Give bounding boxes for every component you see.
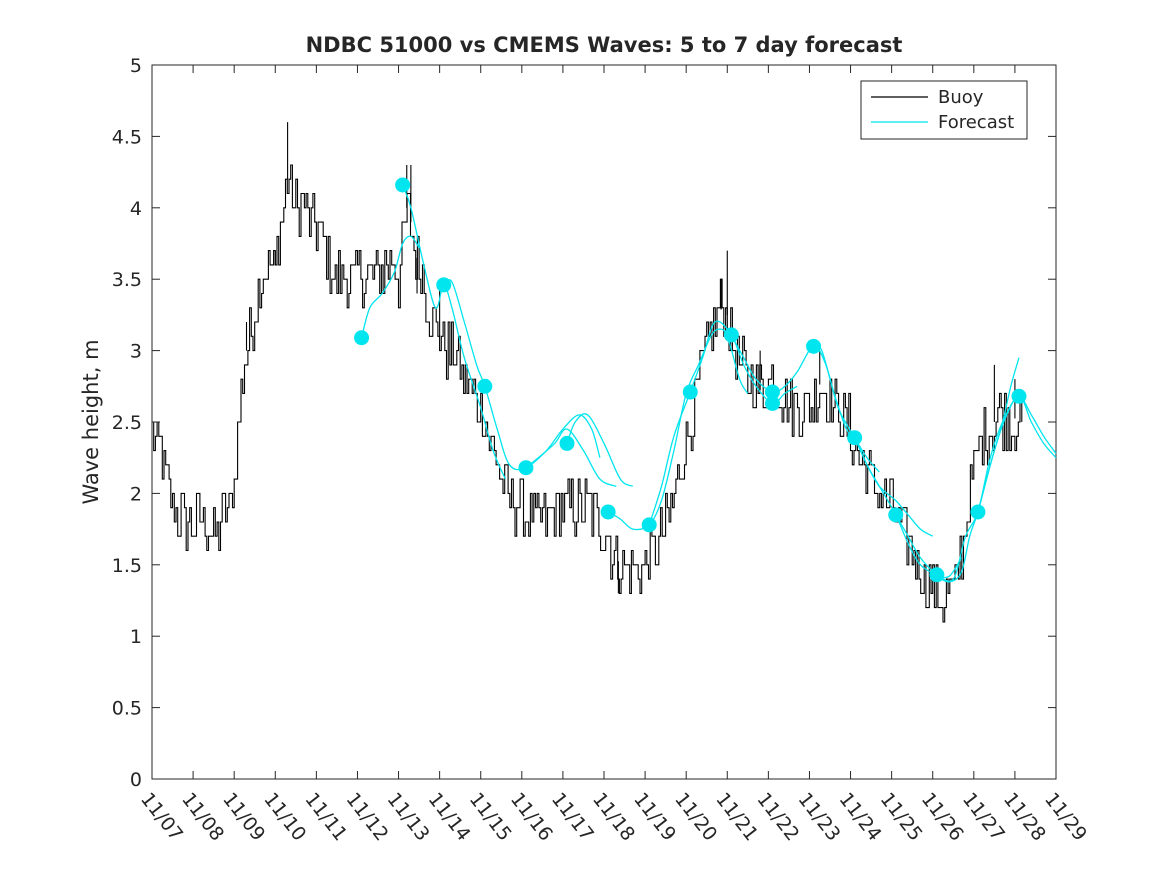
x-tick-label: 11/13 [383,789,434,846]
forecast-marker [1011,388,1027,404]
x-tick-label: 11/25 [876,789,927,846]
y-tick-label: 3 [130,341,142,363]
y-axis-label: Wave height, m [79,339,103,504]
x-tick-labels: 11/0711/0811/0911/1011/1111/1211/1311/14… [136,789,1091,846]
forecast-series-line [936,395,1057,582]
forecast-series-line [525,428,617,487]
x-tick-label: 11/10 [259,789,310,846]
legend-label-forecast: Forecast [938,112,1014,133]
forecast-marker [764,384,780,400]
forecast-marker [888,507,904,523]
forecast-marker [929,567,945,583]
x-tick-label: 11/14 [424,789,475,846]
plot-area [151,64,1057,780]
forecast-marker [970,504,986,520]
forecast-marker [847,430,863,446]
forecast-marker [518,460,534,476]
x-tick-label: 11/19 [629,789,680,846]
x-tick-label: 11/08 [177,789,228,846]
y-tick-label: 4 [130,198,142,220]
chart-title: NDBC 51000 vs CMEMS Waves: 5 to 7 day fo… [306,33,903,57]
y-tick-label: 4.5 [112,126,142,148]
forecast-marker [723,327,739,343]
forecast-marker [477,378,493,394]
x-tick-label: 11/18 [588,789,639,846]
x-tick-label: 11/29 [1040,789,1091,846]
ticks-layer [151,64,1057,780]
y-tick-label: 1 [130,626,142,648]
legend: Buoy Forecast [860,80,1028,140]
x-tick-label: 11/21 [711,789,762,846]
y-tick-label: 2 [130,483,142,505]
legend-label-buoy: Buoy [938,87,984,108]
x-tick-label: 11/16 [506,789,557,846]
y-tick-label: 5 [130,55,142,77]
y-tick-label: 0.5 [112,698,142,720]
x-tick-label: 11/07 [136,789,187,846]
x-tick-label: 11/12 [342,789,393,846]
x-tick-label: 11/17 [547,789,598,846]
forecast-marker [436,277,452,293]
axes-box [151,64,1057,780]
forecast-marker [395,177,411,193]
y-tick-label: 3.5 [112,269,142,291]
forecast-marker [641,517,657,533]
y-tick-label: 2.5 [112,412,142,434]
y-tick-label: 1.5 [112,555,142,577]
forecast-marker [806,338,822,354]
buoy-series-line [152,164,1023,623]
series-layer [152,122,1057,623]
x-tick-label: 11/11 [300,789,351,846]
x-tick-label: 11/26 [917,789,968,846]
y-tick-label: 0 [130,769,142,791]
x-tick-label: 11/23 [794,789,845,846]
forecast-series-line [360,235,420,338]
forecast-series-line [443,279,601,471]
forecast-marker [559,435,575,451]
x-tick-label: 11/28 [999,789,1050,846]
forecast-series-line [402,184,506,480]
forecast-marker [682,384,698,400]
x-tick-label: 11/15 [465,789,516,846]
y-tick-labels: 0 0.5 1 1.5 2 2.5 3 3.5 4 4.5 5 [112,55,142,791]
forecast-series-line [566,413,634,487]
x-tick-label: 11/24 [835,789,886,846]
forecast-marker [354,330,370,346]
x-tick-label: 11/09 [218,789,269,846]
forecast-marker [600,504,616,520]
x-tick-label: 11/22 [752,789,803,846]
x-tick-label: 11/27 [958,789,1009,846]
forecast-series-line [854,437,934,537]
x-tick-label: 11/20 [670,789,721,846]
legend-box [860,80,1028,140]
